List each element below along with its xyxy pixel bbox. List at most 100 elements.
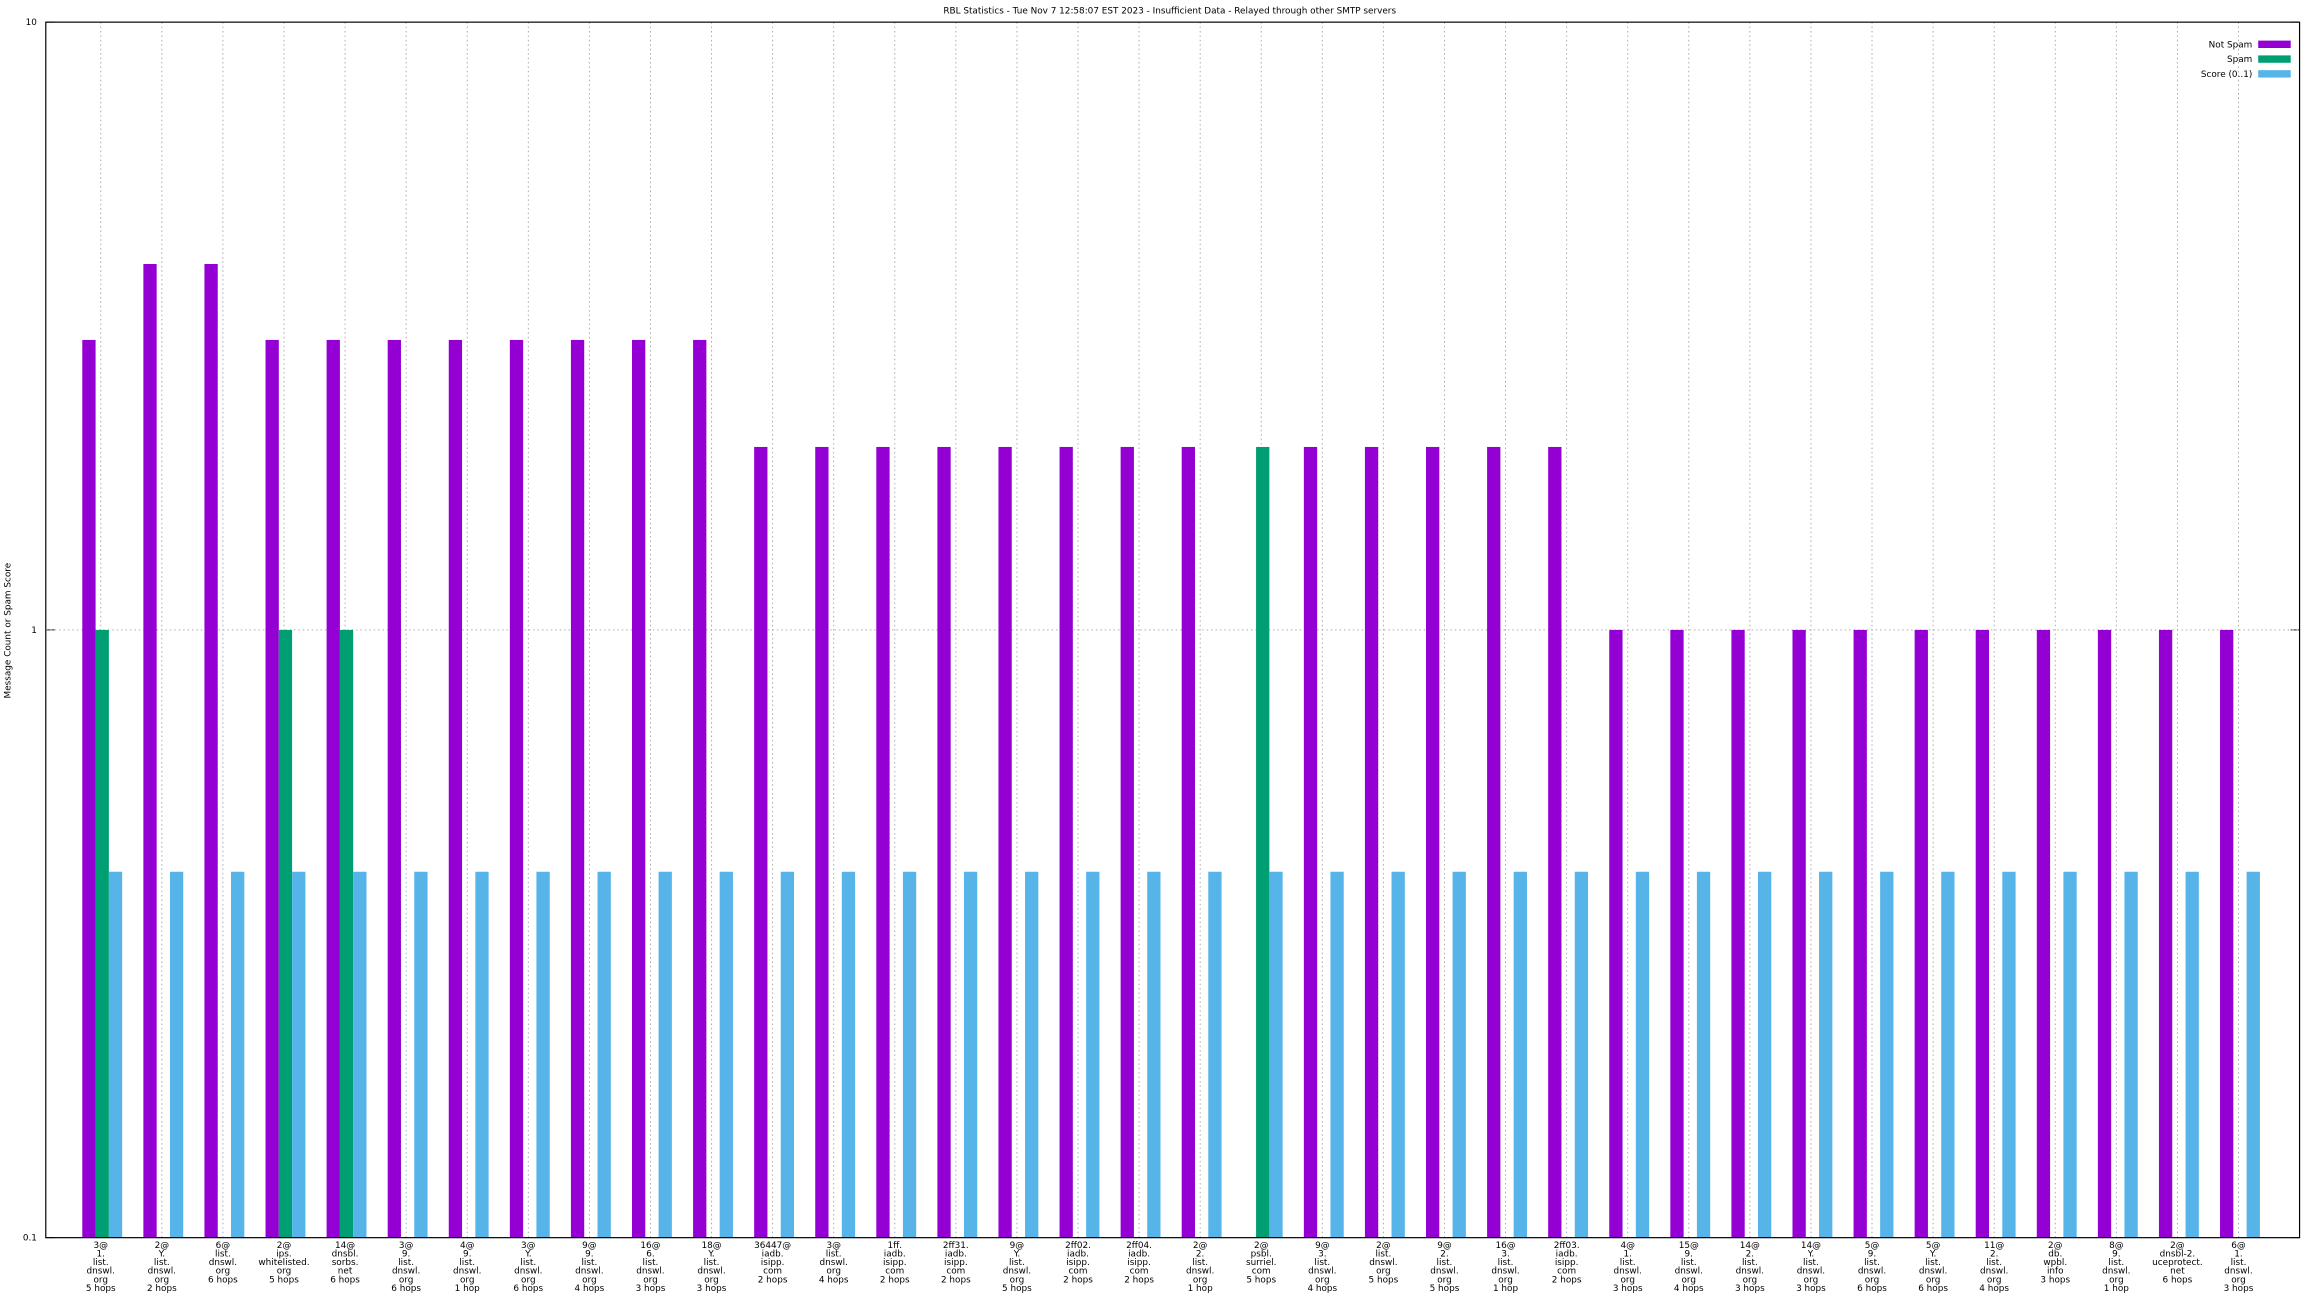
- x-tick-label: 5 hops: [269, 1275, 299, 1285]
- x-tick-label: 1 hop: [455, 1284, 480, 1294]
- x-tick-label: isipp.: [883, 1258, 907, 1268]
- x-tick-label: 2 hops: [1124, 1275, 1154, 1285]
- x-tick-label: com: [1069, 1267, 1088, 1277]
- x-tick-label: 18@: [701, 1241, 721, 1251]
- y-tick-label: 10: [26, 18, 38, 28]
- bar: [754, 446, 768, 1238]
- x-tick-label: dnswl.: [453, 1267, 481, 1277]
- x-tick-label: dnswl.: [87, 1267, 115, 1277]
- x-tick-label: 4@: [1620, 1241, 1635, 1251]
- chart-title: RBL Statistics - Tue Nov 7 12:58:07 EST …: [943, 6, 1396, 16]
- x-tick-label: list.: [520, 1258, 536, 1268]
- x-tick-label: 6 hops: [1918, 1284, 1948, 1294]
- x-tick-label: 5@: [1865, 1241, 1880, 1251]
- bar: [1914, 629, 1928, 1238]
- x-tick-label: org: [1437, 1275, 1452, 1285]
- legend-swatch: [2258, 55, 2291, 63]
- bar: [876, 446, 890, 1238]
- x-tick-label: iadb.: [1128, 1250, 1150, 1260]
- x-tick-label: dnswl.: [392, 1267, 420, 1277]
- x-tick-label: dnswl.: [1186, 1267, 1214, 1277]
- x-tick-label: com: [946, 1267, 965, 1277]
- x-tick-label: 5@: [1926, 1241, 1941, 1251]
- bar: [204, 264, 218, 1238]
- bar: [1426, 446, 1440, 1238]
- x-tick-label: dnswl.: [1675, 1267, 1703, 1277]
- x-tick-label: list.: [154, 1258, 170, 1268]
- x-tick-label: list.: [1375, 1250, 1391, 1260]
- x-tick-label: list.: [1620, 1258, 1636, 1268]
- x-tick-label: 1ff.: [887, 1241, 902, 1251]
- x-tick-label: 6 hops: [330, 1275, 360, 1285]
- x-tick-label: 3 hops: [636, 1284, 666, 1294]
- bar: [1147, 871, 1161, 1238]
- x-tick-label: 1.: [2234, 1250, 2242, 1260]
- x-tick-label: 2.: [1196, 1250, 1204, 1260]
- x-tick-label: dnswl.: [1430, 1267, 1458, 1277]
- x-tick-label: isipp.: [761, 1258, 785, 1268]
- x-tick-label: 1 hop: [2104, 1284, 2129, 1294]
- x-tick-label: 14@: [1740, 1241, 1760, 1251]
- x-tick-label: list.: [1742, 1258, 1758, 1268]
- bar: [1731, 629, 1745, 1238]
- bar: [631, 339, 646, 1238]
- x-tick-label: org: [1620, 1275, 1635, 1285]
- bar: [1256, 446, 1270, 1238]
- x-tick-label: 6 hops: [391, 1284, 421, 1294]
- bar: [1452, 871, 1466, 1238]
- x-tick-label: 3 hops: [1613, 1284, 1643, 1294]
- x-tick-label: isipp.: [1555, 1258, 1579, 1268]
- x-tick-label: list.: [2108, 1258, 2124, 1268]
- bar: [2158, 629, 2173, 1238]
- x-tick-label: 5 hops: [1430, 1284, 1460, 1294]
- bar: [570, 339, 585, 1238]
- x-tick-label: org: [216, 1267, 231, 1277]
- bar: [292, 871, 306, 1238]
- x-tick-label: dnswl.: [1614, 1267, 1642, 1277]
- x-tick-label: dnswl.: [1308, 1267, 1336, 1277]
- x-tick-label: 3 hops: [1735, 1284, 1765, 1294]
- x-tick-label: org: [1498, 1275, 1513, 1285]
- bar: [841, 871, 856, 1238]
- x-tick-label: list.: [1314, 1258, 1330, 1268]
- x-tick-label: net: [2170, 1267, 2185, 1277]
- x-tick-label: 6.: [646, 1250, 654, 1260]
- x-tick-label: 8@: [2109, 1241, 2124, 1251]
- x-tick-label: 2 hops: [1552, 1275, 1582, 1285]
- x-tick-label: org: [399, 1275, 414, 1285]
- x-tick-label: 9.: [402, 1250, 410, 1260]
- x-tick-label: uceprotect.: [2152, 1258, 2203, 1268]
- bar: [2097, 629, 2112, 1238]
- x-tick-label: 6 hops: [1857, 1284, 1887, 1294]
- x-tick-label: whitelisted.: [258, 1258, 309, 1268]
- x-tick-label: 9@: [1437, 1241, 1452, 1251]
- bar: [2246, 871, 2260, 1238]
- x-tick-label: 3 hops: [2224, 1284, 2254, 1294]
- x-tick-label: 14@: [335, 1241, 355, 1251]
- x-tick-label: list.: [1925, 1258, 1941, 1268]
- bar: [278, 629, 293, 1238]
- x-tick-label: Y.: [1807, 1250, 1814, 1260]
- x-tick-label: org: [1926, 1275, 1941, 1285]
- bar: [1181, 446, 1195, 1238]
- x-tick-label: 2@: [155, 1241, 170, 1251]
- x-tick-label: 6 hops: [513, 1284, 543, 1294]
- x-tick-label: com: [763, 1267, 782, 1277]
- legend-label: Score (0..1): [2201, 70, 2252, 80]
- x-tick-label: com: [1130, 1267, 1149, 1277]
- x-tick-label: list.: [704, 1258, 720, 1268]
- x-tick-label: dnsbl-2.: [2160, 1250, 2196, 1260]
- x-tick-label: ips.: [276, 1250, 292, 1260]
- x-tick-label: 14@: [1801, 1241, 1821, 1251]
- x-tick-label: list.: [215, 1250, 231, 1260]
- bar: [414, 871, 428, 1238]
- x-tick-label: com: [1252, 1267, 1271, 1277]
- bar: [2220, 629, 2234, 1238]
- x-tick-label: org: [155, 1275, 170, 1285]
- bar: [937, 446, 951, 1238]
- x-tick-label: 15@: [1679, 1241, 1699, 1251]
- x-tick-label: org: [1315, 1275, 1330, 1285]
- bar: [1941, 871, 1955, 1238]
- x-tick-label: dnsbl.: [332, 1250, 359, 1260]
- x-tick-label: dnswl.: [575, 1267, 603, 1277]
